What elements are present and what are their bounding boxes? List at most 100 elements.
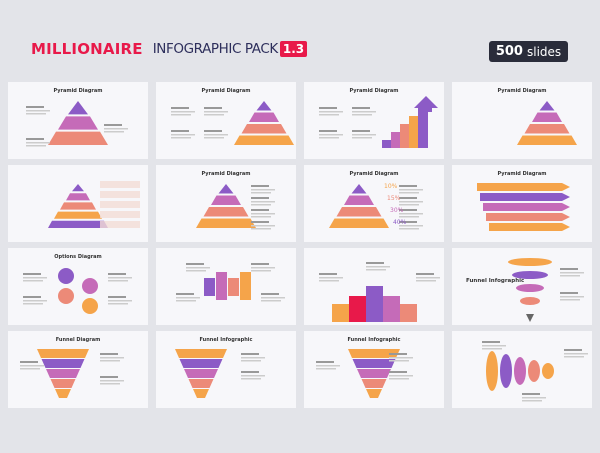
shape-layer [483,203,570,211]
slide-thumbnail[interactable]: Options Diagram [8,248,148,325]
slide-thumbnail[interactable]: Pyramid Diagram [452,165,592,242]
shape-layer [361,379,387,388]
shape-layer [48,220,108,228]
slide-thumbnail[interactable]: Pyramid Diagram [156,82,296,159]
shape-layer [188,379,214,388]
shape-layer [500,354,512,388]
shape-layer [351,184,367,194]
shape-layer [41,359,85,368]
shape-layer [58,268,74,284]
slide-title: Pyramid Diagram [201,171,251,177]
brand-title: MILLIONAIRE [31,40,143,58]
slide-graphic [316,349,413,398]
slide-title: Pyramid Diagram [349,171,399,177]
slide-thumbnail[interactable]: Funnel Infographic [304,331,444,408]
shape-layer [216,272,227,300]
slide-title: Pyramid Diagram [53,88,103,94]
slide-thumbnail[interactable]: Pyramid Diagram [452,82,592,159]
shape-layer [58,116,98,130]
percent-label: 10% [384,183,398,190]
shape-layer [66,193,90,201]
shape-layer [352,359,396,368]
slide-graphic [26,101,128,147]
slide-thumbnail[interactable]: Pyramid Diagram [156,165,296,242]
percent-label: 15% [387,195,401,202]
shape-layer [48,131,108,145]
shape-layer [542,363,554,379]
shape-layer [228,278,239,296]
shape-layer [486,351,498,391]
slide-thumbnail[interactable] [304,248,444,325]
shape-layer [256,101,272,111]
version-badge: 1.3 [279,41,308,57]
slide-graphic [517,101,577,145]
shape-layer [249,112,279,122]
shape-layer [532,112,562,122]
shape-layer [218,184,234,194]
slide-graphic [329,184,423,230]
shape-layer [517,135,577,145]
slide-graphic [176,263,285,302]
shape-layer [383,296,400,322]
slide-graphic [508,258,584,322]
shape-layer [60,202,96,210]
shape-layer [528,360,540,382]
slide-thumbnail[interactable]: Pyramid Diagram 10% 15% 30% 40% [304,165,444,242]
slide-thumbnail[interactable]: Pyramid Diagram [304,82,444,159]
shape-layer [241,124,287,134]
shape-layer [234,135,294,145]
shape-layer [512,271,548,279]
shape-layer [46,369,80,378]
shape-layer [489,223,570,231]
shape-layer [332,304,349,322]
shape-layer [366,286,383,322]
shape-layer [508,258,552,266]
slide-thumbnail[interactable]: Funnel Infographic [452,248,592,325]
shape-layer [520,297,540,305]
slide-graphic [20,349,124,398]
shape-layer [54,211,102,219]
shape-layer [514,357,526,385]
shape-layer [400,124,410,148]
shape-layer [391,132,401,148]
percent-label: 40% [393,219,407,226]
shape-layer [58,288,74,304]
shape-layer [240,272,251,300]
shape-layer [400,304,417,322]
shape-layer [418,108,428,148]
shape-layer [348,349,400,358]
shape-layer [477,183,570,191]
shape-layer [37,349,89,358]
slide-title: Pyramid Diagram [349,88,399,94]
slide-thumbnail[interactable]: Funnel Infographic [156,331,296,408]
shape-layer [72,184,84,192]
slide-count-unit: slides [526,44,562,59]
shape-layer [382,140,392,148]
percent-label: 30% [390,207,404,214]
shape-layer [82,298,98,314]
slide-thumbnail[interactable] [8,165,148,242]
shape-layer [82,278,98,294]
slide-count: 500 [495,44,523,59]
shape-layer [203,207,249,217]
slide-thumbnail[interactable]: Pyramid Diagram [8,82,148,159]
slide-graphic [23,268,132,314]
shape-layer [329,218,389,228]
slide-graphic [482,341,588,402]
shape-layer [409,116,419,148]
slide-title: Options Diagram [54,254,102,260]
shape-layer [179,359,223,368]
shape-layer [539,101,555,111]
slide-thumbnail[interactable]: Funnel Diagram [8,331,148,408]
slide-title: Pyramid Diagram [201,88,251,94]
slide-grid: Pyramid Diagram Pyramid Diagram Pyramid Di… [8,82,592,408]
shape-layer [516,284,544,292]
slide-thumbnail[interactable] [452,331,592,408]
slide-thumbnail[interactable] [156,248,296,325]
slide-title: Pyramid Diagram [497,88,547,94]
shape-layer [344,195,374,205]
slide-graphic [477,183,570,231]
shape-layer [68,101,88,115]
slide-graphic [171,101,294,145]
shape-layer [204,278,215,296]
